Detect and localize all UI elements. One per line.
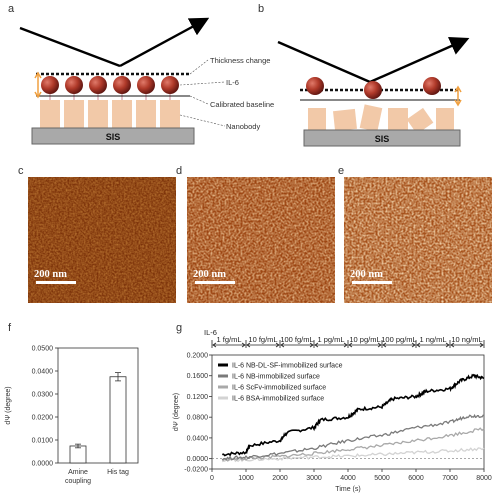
schematic-b: SIS bbox=[277, 37, 470, 147]
y-tick-label: 0.0400 bbox=[187, 435, 209, 442]
il6-label: IL-6 bbox=[226, 78, 239, 87]
scale-bar-label-d: 200 nm bbox=[193, 269, 226, 280]
category-label: His tag bbox=[107, 469, 129, 476]
conc-label: 100 pg/mL bbox=[381, 335, 416, 344]
bar bbox=[69, 445, 87, 464]
plot-frame bbox=[211, 354, 485, 470]
y-tick-label: 0.0000 bbox=[32, 461, 54, 468]
conc-arrow-left bbox=[246, 342, 251, 348]
x-tick-label: 5000 bbox=[374, 475, 390, 482]
panel-label-b: b bbox=[258, 3, 265, 15]
reflected-arrow bbox=[119, 17, 210, 68]
conc-arrow-right bbox=[309, 342, 314, 348]
panel-label-e: e bbox=[338, 165, 345, 177]
conc-label: 10 ng/mL bbox=[451, 335, 482, 344]
y-tick-label: -0.0200 bbox=[184, 467, 208, 474]
series-line bbox=[221, 427, 485, 462]
y-tick-label: 0.0100 bbox=[32, 438, 54, 445]
incident-arrow-b bbox=[277, 40, 371, 84]
x-tick-label: 7000 bbox=[442, 475, 458, 482]
panel-label-d: d bbox=[176, 165, 183, 177]
category-label: Amine bbox=[68, 469, 88, 476]
conc-arrow-right bbox=[377, 342, 382, 348]
scale-bar-label-c: 200 nm bbox=[34, 269, 67, 280]
series-line bbox=[221, 413, 485, 461]
panel-label-c: c bbox=[18, 165, 24, 177]
conc-arrow-left bbox=[450, 342, 455, 348]
x-tick-label: 3000 bbox=[306, 475, 322, 482]
conc-arrow-left bbox=[314, 342, 319, 348]
sis-label-b: SIS bbox=[375, 134, 390, 144]
conc-label: 10 fg/mL bbox=[248, 335, 277, 344]
incident-arrow bbox=[19, 26, 121, 68]
y-tick-label: 0.0200 bbox=[32, 415, 54, 422]
conc-label: 1 pg/mL bbox=[317, 335, 344, 344]
line-chart-g: IL-61 fg/mL 10 fg/mL 100 fg/mL 1 pg/mL 10 pg… bbox=[173, 328, 492, 493]
legend-label: IL-6 NB-immobilized surface bbox=[232, 374, 320, 381]
series-line bbox=[222, 373, 485, 457]
scale-bar-label-e: 200 nm bbox=[350, 269, 383, 280]
plot-frame bbox=[57, 347, 139, 464]
conc-arrow-right bbox=[241, 342, 246, 348]
conc-label: 10 pg/mL bbox=[349, 335, 380, 344]
schematic-a: SIS Thickness change IL-6 Calibrated bas… bbox=[19, 17, 274, 145]
y-axis-label: dΨ (degree) bbox=[173, 393, 180, 431]
x-tick-label: 4000 bbox=[340, 475, 356, 482]
y-tick-label: 0.0500 bbox=[32, 346, 54, 353]
y-tick-label: 0.0000 bbox=[187, 456, 209, 463]
nanobody-label: Nanobody bbox=[226, 122, 260, 131]
conc-arrow-right bbox=[275, 342, 280, 348]
conc-arrow-right bbox=[445, 342, 450, 348]
x-tick-label: 2000 bbox=[272, 475, 288, 482]
y-tick-label: 0.0300 bbox=[32, 392, 54, 399]
panel-label-a: a bbox=[8, 3, 15, 15]
conc-arrow-right bbox=[479, 342, 484, 348]
y-tick-label: 0.1600 bbox=[187, 373, 209, 380]
chart-title: IL-6 bbox=[204, 328, 217, 337]
nanobody-layer bbox=[40, 94, 180, 128]
conc-label: 100 fg/mL bbox=[280, 335, 313, 344]
conc-arrow-left bbox=[212, 342, 217, 348]
y-tick-label: 0.2000 bbox=[187, 353, 209, 360]
conc-arrow-left bbox=[348, 342, 353, 348]
conc-arrow-left bbox=[382, 342, 387, 348]
conc-label: 1 fg/mL bbox=[216, 335, 241, 344]
panel-label-g: g bbox=[176, 322, 183, 334]
y-tick-label: 0.0800 bbox=[187, 415, 209, 422]
bar bbox=[109, 376, 127, 464]
y-axis-label: dΨ (degree) bbox=[5, 386, 12, 424]
y-tick-label: 0.0400 bbox=[32, 369, 54, 376]
afm-image-d: 200 nm bbox=[187, 177, 335, 303]
sis-label-a: SIS bbox=[106, 132, 121, 142]
x-tick-label: 8000 bbox=[476, 475, 492, 482]
thickness-indicator-b bbox=[454, 85, 462, 107]
conc-label: 1 ng/mL bbox=[419, 335, 446, 344]
thickness-indicator bbox=[34, 71, 42, 99]
afm-image-c: 200 nm bbox=[28, 177, 176, 303]
bar-chart-f: 0.0000 0.0100 0.0200 0.0300 0.0400 0.0500 dΨ (… bbox=[5, 346, 139, 485]
conc-arrow-right bbox=[411, 342, 416, 348]
category-label: coupling bbox=[65, 478, 91, 485]
x-tick-label: 0 bbox=[210, 475, 214, 482]
afm-image-e: 200 nm bbox=[344, 177, 492, 303]
legend-label: IL-6 BSA-immobilized surface bbox=[232, 396, 324, 403]
sis-substrate-b bbox=[303, 129, 461, 147]
thickness-change-label: Thickness change bbox=[210, 56, 270, 65]
calibrated-baseline-label: Calibrated baseline bbox=[210, 100, 274, 109]
legend-label: IL-6 NB-DL-SF-immobilized surface bbox=[232, 363, 343, 370]
x-axis-label: Time (s) bbox=[335, 486, 360, 493]
nanobody-layer-b bbox=[308, 104, 454, 135]
il6-molecules-b bbox=[306, 77, 441, 99]
conc-arrow-left bbox=[416, 342, 421, 348]
reflected-arrow-b bbox=[369, 37, 470, 84]
legend-label: IL-6 ScFv-immobilized surface bbox=[232, 385, 326, 392]
x-tick-label: 1000 bbox=[238, 475, 254, 482]
y-tick-label: 0.1200 bbox=[187, 394, 209, 401]
conc-arrow-left bbox=[280, 342, 285, 348]
x-tick-label: 6000 bbox=[408, 475, 424, 482]
panel-label-f: f bbox=[8, 322, 12, 334]
sis-substrate-a bbox=[31, 127, 195, 145]
conc-arrow-right bbox=[343, 342, 348, 348]
il6-molecules bbox=[41, 76, 179, 94]
